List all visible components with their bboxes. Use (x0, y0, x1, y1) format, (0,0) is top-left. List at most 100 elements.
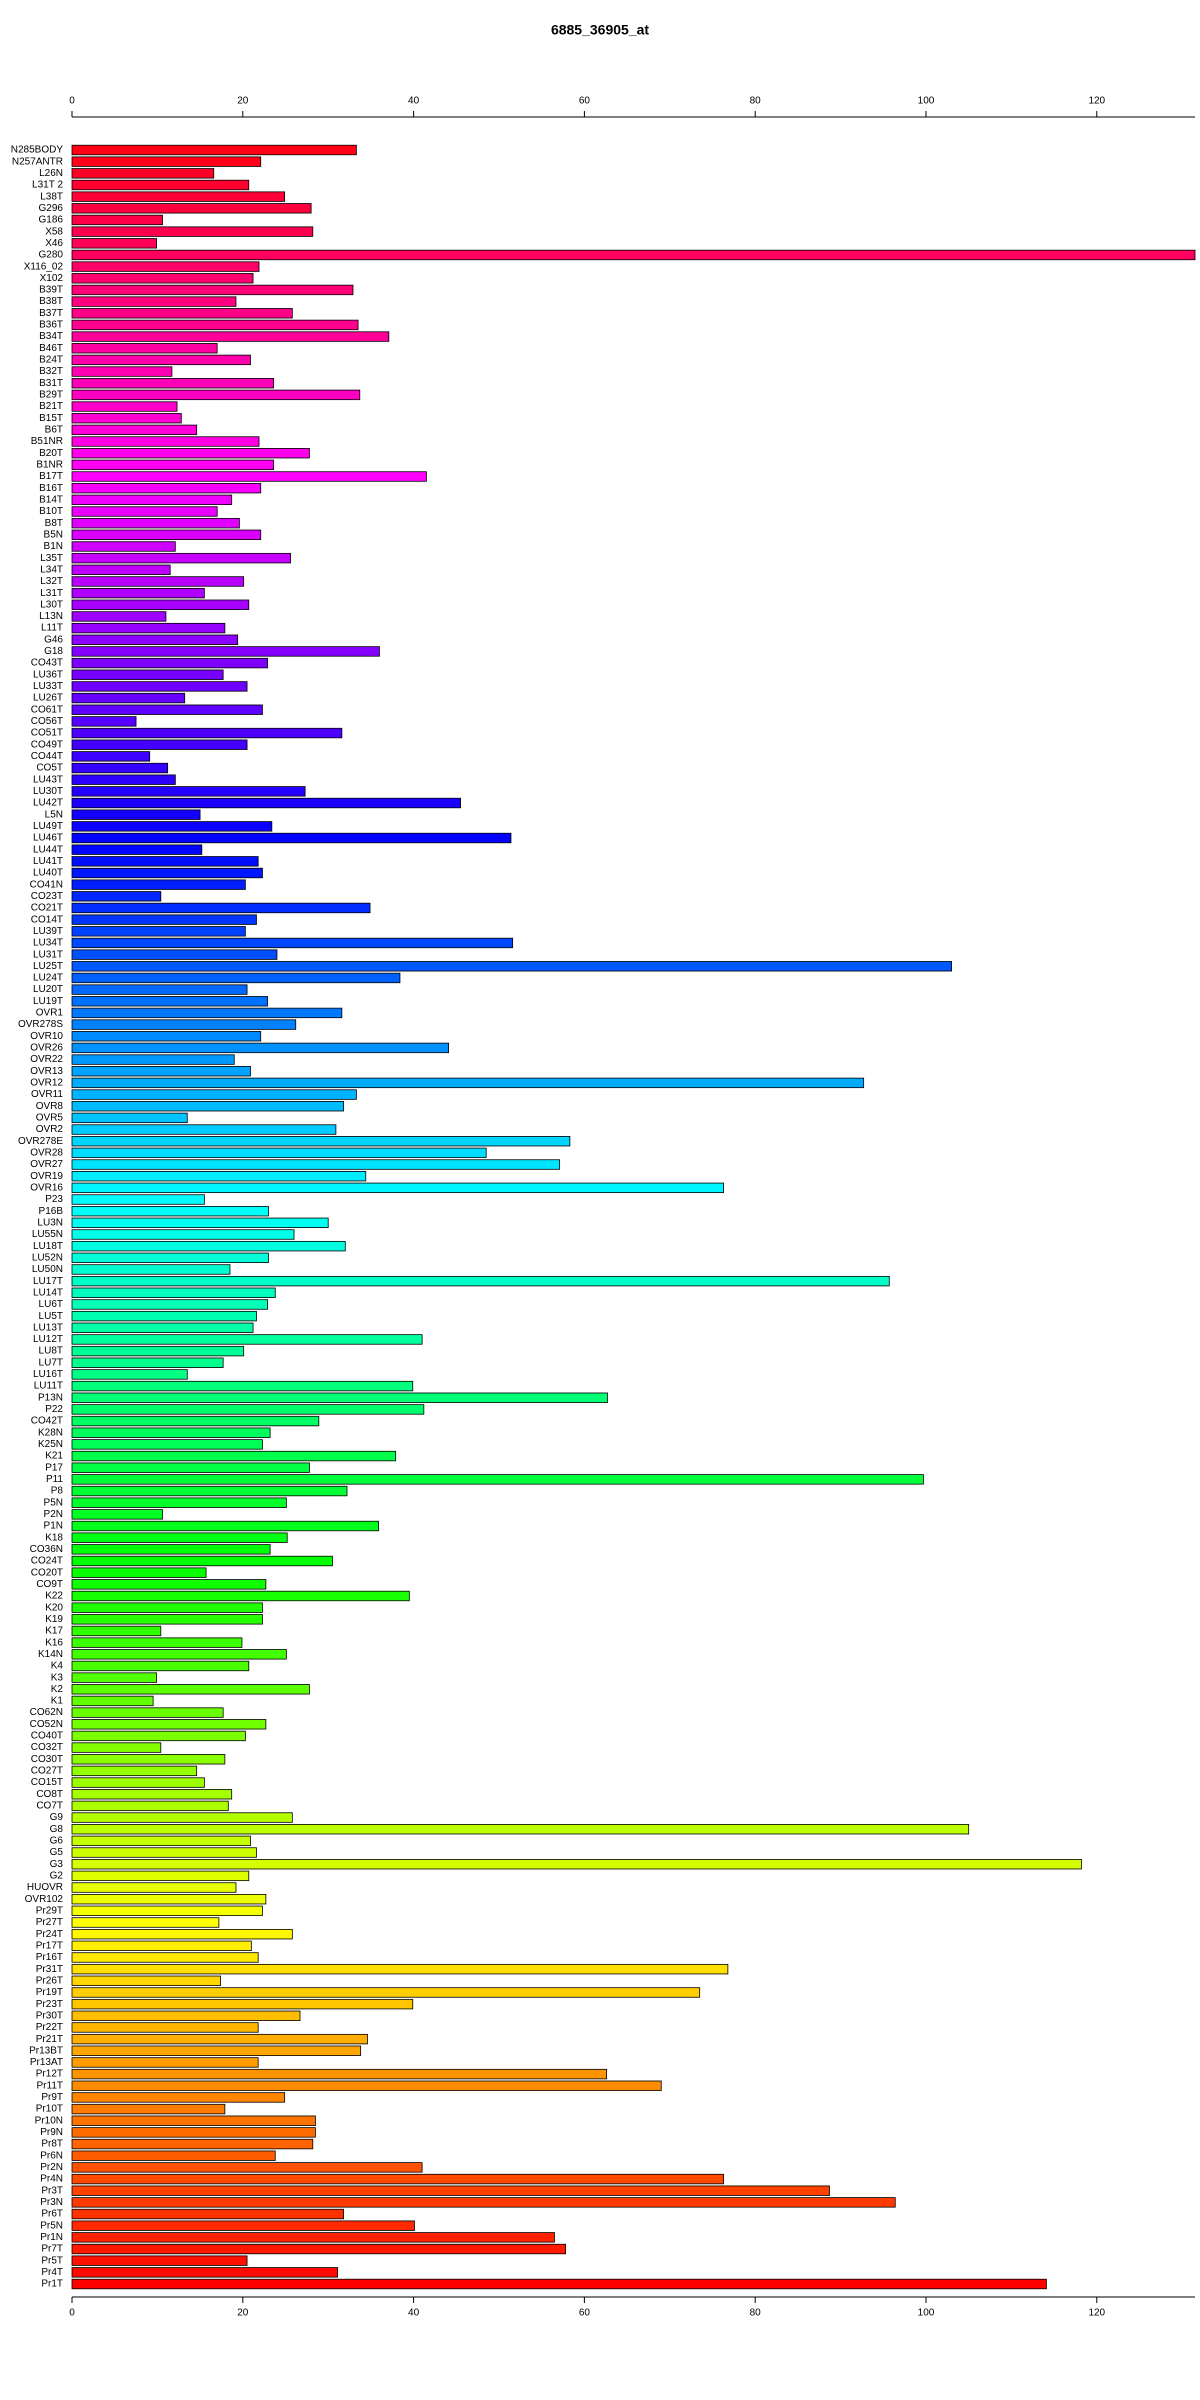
y-tick-label: K21 (45, 1451, 63, 1462)
y-tick-label: CO15T (31, 1777, 63, 1788)
bar (71, 2068, 607, 2080)
bar (71, 2162, 423, 2173)
y-tick-label: LU55N (32, 1229, 63, 1240)
y-tick-label: Pr13BT (29, 2045, 63, 2056)
y-tick-label: Pr5N (40, 2220, 63, 2231)
y-tick-label: G3 (50, 1859, 64, 1870)
y-tick-label: CO56T (31, 716, 63, 727)
bar (71, 1870, 250, 1882)
bar (71, 961, 953, 972)
y-tick-label: B1NR (36, 459, 63, 470)
y-tick-label: LU50N (32, 1264, 63, 1275)
y-tick-label: L30T (40, 599, 63, 610)
bar (71, 949, 278, 960)
bar (71, 622, 226, 634)
y-tick-label: LU25T (33, 961, 63, 972)
y-tick-label: Pr26T (36, 1975, 63, 1986)
bar (71, 1812, 293, 1823)
x-tick-label: 20 (237, 2308, 249, 2319)
bar (71, 646, 380, 657)
y-tick-label: L31T (40, 588, 63, 599)
x-tick-label: 60 (579, 96, 591, 107)
y-tick-label: G5 (50, 1847, 64, 1858)
y-tick-label: Pr29T (36, 1905, 63, 1916)
bar (71, 284, 354, 296)
y-tick-label: L38T (40, 191, 63, 202)
chart-title: 6885_36905_at (551, 22, 649, 38)
bar (71, 996, 268, 1007)
y-tick-label: LU16T (33, 1369, 63, 1380)
bar (71, 506, 218, 517)
bar (71, 1859, 1082, 1870)
bar (71, 1124, 337, 1135)
y-tick-label: K22 (45, 1591, 63, 1602)
bar (71, 1777, 205, 1788)
bar (71, 669, 224, 680)
y-tick-label: G2 (50, 1870, 64, 1881)
bar (71, 1555, 333, 1567)
y-tick-label: CO30T (31, 1754, 63, 1765)
bar (71, 1275, 890, 1287)
y-tick-label: LU42T (33, 798, 63, 809)
y-tick-label: HUOVR (27, 1882, 63, 1893)
y-tick-label: K2 (51, 1684, 64, 1695)
y-tick-label: K14N (38, 1649, 63, 1660)
y-tick-label: CO23T (31, 891, 63, 902)
y-tick-label: LU30T (33, 786, 63, 797)
bar (71, 1835, 251, 1847)
y-tick-label: Pr21T (36, 2034, 63, 2045)
y-tick-label: G9 (50, 1812, 64, 1823)
bar (71, 448, 310, 459)
y-tick-label: L26N (39, 168, 63, 179)
bar (71, 249, 1196, 261)
y-tick-label: P23 (45, 1194, 63, 1205)
y-tick-label: LU26T (33, 693, 63, 704)
bar (71, 1264, 231, 1275)
bar (71, 424, 198, 436)
bar (71, 1730, 246, 1742)
y-tick-label: L11T (41, 623, 63, 634)
y-tick-label: Pr9T (41, 2092, 63, 2103)
bar (71, 471, 427, 482)
y-tick-label: Pr7T (41, 2244, 63, 2255)
y-tick-label: P8 (51, 1486, 64, 1497)
bar (71, 1310, 257, 1322)
bar (71, 2232, 555, 2243)
x-tick-label: 0 (69, 96, 75, 107)
bar (71, 926, 246, 937)
bar (71, 844, 203, 855)
y-tick-label: OVR2 (36, 1124, 64, 1135)
bar (71, 1602, 263, 1613)
y-tick-label: CO61T (31, 704, 63, 715)
y-tick-label: X102 (40, 273, 64, 284)
bar (71, 366, 173, 377)
y-tick-label: CO40T (31, 1731, 63, 1742)
bar (71, 1345, 245, 1357)
y-tick-label: LU40T (33, 868, 63, 879)
bar (71, 331, 390, 342)
bar (71, 378, 274, 389)
y-tick-label: CO5T (36, 763, 63, 774)
y-tick-label: B21T (39, 401, 63, 412)
bar (71, 1707, 224, 1718)
bar (71, 1404, 425, 1415)
y-tick-label: LU20T (33, 984, 63, 995)
bar (71, 179, 250, 191)
bar (71, 786, 306, 797)
y-tick-label: CO21T (31, 903, 63, 914)
y-tick-label: CO32T (31, 1742, 63, 1753)
bar (71, 1450, 397, 1462)
bar (71, 226, 314, 237)
y-tick-label: Pr6T (41, 2209, 63, 2220)
x-tick-label: 120 (1088, 2308, 1105, 2319)
bar (71, 1975, 221, 1986)
y-tick-label: B15T (39, 413, 63, 424)
y-tick-label: K18 (45, 1532, 63, 1543)
bar (71, 191, 286, 202)
bar (71, 716, 137, 727)
bar (71, 1474, 924, 1485)
y-tick-label: OVR28 (30, 1148, 63, 1159)
bar (71, 2045, 362, 2056)
y-tick-label: Pr10N (35, 2115, 63, 2126)
